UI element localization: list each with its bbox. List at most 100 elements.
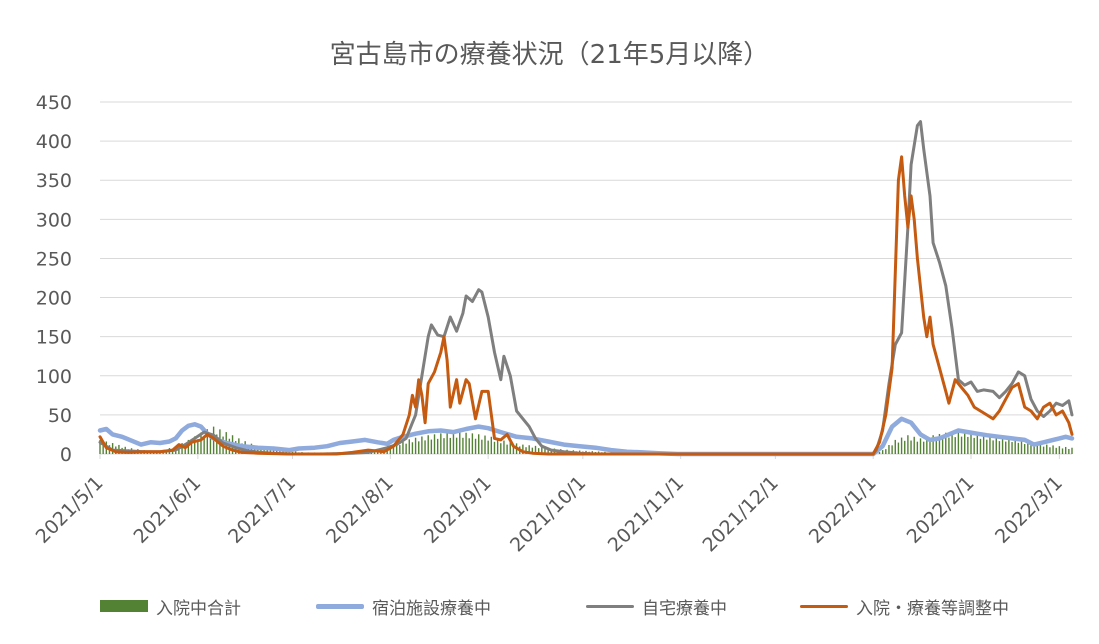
bar-mark [493, 441, 496, 454]
bar-mark [263, 447, 265, 454]
bar-mark [973, 437, 975, 454]
bar-mark [405, 443, 407, 454]
bar-mark [891, 445, 893, 454]
bar-mark [1058, 446, 1061, 454]
bar-mark [209, 434, 212, 454]
bar-mark [490, 436, 493, 454]
bar-mark [462, 437, 464, 454]
bar-mark [1046, 444, 1048, 454]
bar-mark [269, 448, 272, 454]
bar-mark [181, 443, 183, 454]
bar-mark [503, 440, 505, 454]
legend-item: 入院・療養等調整中 [800, 594, 1009, 619]
y-tick-label: 50 [48, 405, 72, 427]
bar-mark [910, 440, 912, 454]
bar-mark [102, 444, 104, 454]
bar-mark [1071, 447, 1073, 454]
legend-swatch [100, 600, 148, 612]
bar-mark [1023, 444, 1026, 454]
y-tick-label: 200 [36, 288, 72, 310]
bar-mark [954, 437, 956, 454]
bar-mark [957, 431, 960, 454]
bar-mark [525, 447, 527, 454]
bar-mark [471, 433, 474, 454]
bar-mark [452, 432, 455, 454]
y-tick-label: 100 [36, 366, 72, 388]
bar-mark [506, 444, 508, 454]
bar-mark [392, 446, 395, 454]
bar-mark [446, 432, 448, 454]
bar-mark [455, 437, 458, 454]
legend-swatch [800, 604, 848, 608]
bar-mark [1039, 443, 1042, 454]
bar-mark [288, 450, 291, 454]
bar-mark [1033, 442, 1035, 454]
y-tick-label: 300 [36, 209, 72, 231]
bar-mark [913, 436, 915, 454]
bar-mark [881, 450, 884, 454]
legend-swatch [316, 603, 364, 609]
x-tick-label: 2021/8/1 [322, 472, 398, 548]
x-tick-label: 2021/6/1 [129, 472, 205, 548]
bar-mark [888, 445, 890, 454]
bar-mark [964, 430, 966, 454]
bar-mark [945, 432, 947, 454]
bar-mark [1005, 441, 1007, 454]
bar-mark [948, 437, 950, 454]
bar-mark [998, 441, 1001, 454]
x-tick-label: 2021/11/1 [604, 472, 688, 556]
bar-mark [1064, 446, 1067, 454]
bar-mark [1008, 437, 1010, 454]
bar-mark [878, 452, 881, 454]
bar-mark [449, 437, 451, 454]
bar-mark [197, 439, 199, 454]
bar-mark [1042, 446, 1045, 454]
bar-mark [1020, 439, 1023, 454]
bar-mark [894, 439, 896, 454]
bar-mark [1014, 438, 1016, 454]
x-tick-label: 2021/10/1 [506, 472, 590, 556]
bar-mark [440, 433, 442, 454]
bar-mark [487, 440, 489, 454]
bar-mark [907, 435, 909, 454]
y-tick-label: 450 [36, 92, 72, 114]
legend-swatch [586, 604, 634, 608]
bar-mark [528, 445, 530, 454]
bar-mark [900, 437, 903, 454]
bar-mark [922, 441, 925, 454]
series-line [98, 155, 1074, 456]
bar-mark [282, 449, 284, 454]
bar-mark [430, 439, 433, 454]
y-tick-label: 350 [36, 170, 72, 192]
x-tick-label: 2022/3/1 [991, 472, 1067, 548]
bar-mark [932, 435, 934, 454]
bar-mark [929, 440, 931, 454]
bar-mark [424, 440, 426, 454]
y-tick-label: 0 [60, 444, 72, 466]
bar-mark [1052, 445, 1054, 454]
bar-mark [995, 436, 997, 454]
series-line [97, 416, 1075, 457]
bar-mark [500, 443, 502, 454]
series-line [98, 120, 1074, 456]
bar-mark [206, 429, 208, 454]
bar-mark [399, 445, 401, 454]
bar-mark [885, 449, 887, 454]
bar-mark [976, 433, 979, 454]
bar-mark [1027, 441, 1029, 454]
bar-mark [951, 431, 953, 454]
bar-mark [926, 436, 928, 454]
bar-mark [257, 446, 259, 454]
bar-mark [436, 438, 439, 454]
bar-mark [1049, 447, 1051, 454]
bar-mark [496, 438, 499, 454]
legend-item: 自宅療養中 [586, 594, 727, 619]
legend-item: 宿泊施設療養中 [316, 594, 491, 619]
bar-mark [1001, 437, 1004, 454]
bar-mark [544, 448, 546, 454]
bar-mark [547, 447, 549, 454]
bar-mark [960, 436, 963, 454]
bar-mark [537, 448, 540, 454]
bar-mark [534, 445, 537, 454]
bar-mark [478, 434, 480, 454]
